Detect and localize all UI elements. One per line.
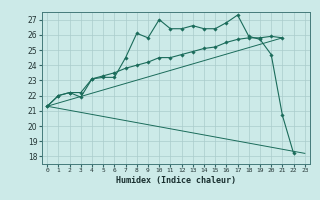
X-axis label: Humidex (Indice chaleur): Humidex (Indice chaleur) bbox=[116, 176, 236, 185]
